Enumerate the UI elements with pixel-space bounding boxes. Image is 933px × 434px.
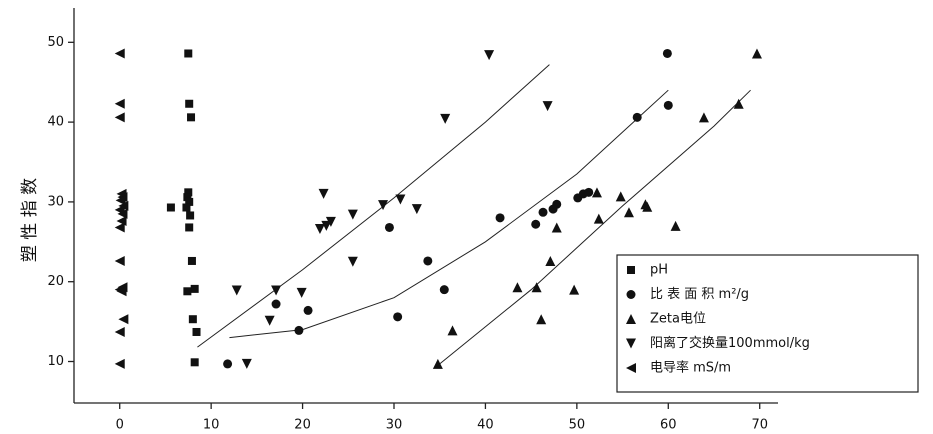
marker-down: [315, 224, 325, 234]
marker-up: [592, 187, 602, 197]
marker-up: [671, 221, 681, 231]
x-tick-label: 60: [660, 418, 677, 433]
marker-up: [569, 285, 579, 295]
legend-marker: [627, 290, 636, 299]
marker-circle: [664, 101, 673, 110]
marker-down: [297, 288, 307, 298]
marker-square: [187, 113, 195, 121]
marker-square: [183, 287, 191, 295]
marker-square: [186, 211, 194, 219]
marker-down: [378, 200, 388, 210]
marker-square: [185, 223, 193, 231]
marker-circle: [539, 208, 548, 217]
marker-up: [734, 99, 744, 109]
marker-square: [167, 203, 175, 211]
marker-square: [188, 257, 196, 265]
marker-circle: [304, 306, 313, 315]
legend-label: 阳离了交换量100mmol/kg: [650, 335, 810, 351]
marker-up: [624, 207, 634, 217]
chart: 塑 性 指 数 0 10 20 30 40 50 60 70 10 20 30 40 50 pH 比 表 面…: [0, 0, 933, 434]
marker-circle: [294, 326, 303, 335]
x-tick-label: 70: [751, 418, 768, 433]
marker-square: [185, 100, 193, 108]
marker-up: [594, 214, 604, 224]
marker-down: [319, 189, 329, 199]
legend-label: Zeta电位: [650, 312, 706, 327]
marker-up: [448, 325, 458, 335]
legend-label: pH: [650, 263, 668, 278]
marker-up: [699, 112, 709, 122]
marker-left: [115, 48, 125, 58]
marker-square: [182, 203, 190, 211]
legend-label: 电导率 mS/m: [650, 360, 731, 376]
marker-down: [440, 114, 450, 124]
marker-left: [115, 222, 125, 232]
marker-up: [536, 314, 546, 324]
marker-left: [115, 327, 125, 337]
marker-down: [232, 285, 242, 295]
marker-up: [433, 359, 443, 369]
x-tick-label: 10: [203, 418, 220, 433]
marker-circle: [223, 359, 232, 368]
x-tick-label: 20: [294, 418, 311, 433]
marker-square: [189, 315, 197, 323]
marker-down: [348, 210, 358, 220]
legend-marker: [627, 266, 635, 274]
y-axis-label: 塑 性 指 数: [20, 178, 40, 262]
marker-circle: [440, 285, 449, 294]
marker-square: [193, 328, 201, 336]
marker-up: [752, 48, 762, 58]
x-tick-label: 0: [116, 418, 124, 433]
legend-label: 比 表 面 积 m²/g: [650, 287, 749, 302]
marker-up: [616, 191, 626, 201]
marker-square: [191, 358, 199, 366]
marker-up: [545, 256, 555, 266]
marker-circle: [496, 213, 505, 222]
marker-circle: [272, 300, 281, 309]
marker-circle: [633, 113, 642, 122]
marker-square: [191, 285, 199, 293]
marker-down: [395, 195, 405, 205]
marker-circle: [549, 205, 558, 214]
marker-circle: [531, 220, 540, 229]
marker-left: [115, 112, 125, 122]
y-tick-label: 50: [47, 35, 64, 50]
x-tick-label: 50: [569, 418, 586, 433]
x-tick-label: 30: [386, 418, 403, 433]
marker-circle: [423, 256, 432, 265]
marker-down: [412, 204, 422, 214]
y-tick-label: 20: [47, 274, 64, 289]
y-tick-label: 30: [47, 194, 64, 209]
x-tick-label: 40: [477, 418, 494, 433]
marker-left: [115, 359, 125, 369]
marker-down: [484, 50, 494, 60]
marker-circle: [663, 49, 672, 58]
marker-down: [348, 257, 358, 267]
y-tick-label: 40: [47, 115, 64, 130]
marker-circle: [385, 223, 394, 232]
marker-down: [271, 285, 281, 295]
marker-circle: [584, 188, 593, 197]
y-tick-label: 10: [47, 354, 64, 369]
marker-left: [115, 256, 125, 266]
fit-line: [229, 90, 668, 337]
marker-left: [115, 99, 125, 109]
marker-up: [552, 222, 562, 232]
marker-square: [184, 49, 192, 57]
marker-left: [118, 314, 128, 324]
marker-down: [265, 316, 275, 326]
marker-circle: [393, 312, 402, 321]
marker-up: [512, 282, 522, 292]
marker-down: [242, 359, 252, 369]
marker-down: [543, 101, 553, 111]
